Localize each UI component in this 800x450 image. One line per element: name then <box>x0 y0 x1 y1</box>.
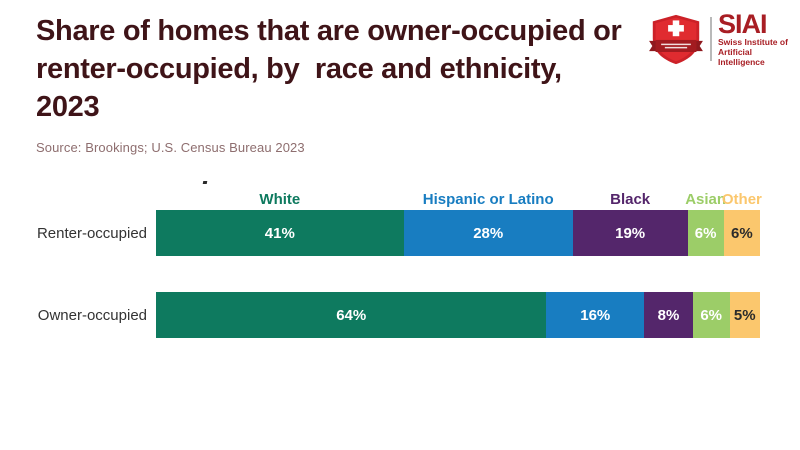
segment-value: 6% <box>694 224 717 242</box>
legend-label-hispanic-or-latino: Hispanic or Latino <box>422 191 554 208</box>
legend-cell-black: Black <box>573 191 688 208</box>
bar-segment-renter-occupied-white: 41% <box>156 210 404 256</box>
bar-renter-occupied: 41% 28% 19% 6% 6% <box>156 210 760 256</box>
legend-row: White Hispanic or Latino Black Asian Other <box>156 184 762 208</box>
bar-segment-owner-occupied-black: 8% <box>644 292 693 338</box>
row-label-renter-occupied: Renter-occupied <box>36 224 147 242</box>
logo-acronym: SIAI <box>718 9 768 39</box>
legend-label-asian: Asian <box>685 191 727 208</box>
segment-value: 28% <box>473 224 504 242</box>
bar-segment-renter-occupied-other: 6% <box>723 210 760 256</box>
source-note: Source: Brookings; U.S. Census Bureau 20… <box>36 140 305 155</box>
page-title: Share of homes that are owner-occupied o… <box>36 12 656 126</box>
title-line-3: 2023 <box>36 91 100 123</box>
bar-segment-renter-occupied-asian: 6% <box>687 210 724 256</box>
segment-value: 41% <box>264 224 295 242</box>
bar-segment-owner-occupied-hispanic-or-latino: 16% <box>546 292 645 338</box>
bar-segment-owner-occupied-asian: 6% <box>692 292 730 338</box>
bar-segment-renter-occupied-black: 19% <box>572 210 688 256</box>
siai-logo: SIAI Swiss Institute of Artificial Intel… <box>648 9 798 67</box>
bar-segment-owner-occupied-other: 5% <box>729 292 760 338</box>
bar-row-renter-occupied: Renter-occupied 41% 28% 19% 6% 6% <box>0 210 800 256</box>
logo-subtitle-line-2: Artificial Intelligence <box>718 47 765 67</box>
bar-segment-owner-occupied-white: 64% <box>156 292 547 338</box>
legend-cell-hispanic-or-latino: Hispanic or Latino <box>404 191 573 208</box>
swiss-shield-icon <box>649 14 703 65</box>
bar-rows: Renter-occupied 41% 28% 19% 6% 6% Owner-occupi… <box>0 210 800 338</box>
segment-value: 6% <box>700 306 723 324</box>
legend-label-other: Other <box>721 191 762 208</box>
bar-row-owner-occupied: Owner-occupied 64% 16% 8% 6% 5% <box>0 292 800 338</box>
legend-cell-asian: Asian <box>685 191 727 208</box>
legend-label-white: White <box>259 191 301 208</box>
legend-cell-white: White <box>156 191 404 208</box>
segment-value: 64% <box>336 306 367 324</box>
bar-owner-occupied: 64% 16% 8% 6% 5% <box>156 292 760 338</box>
bar-segment-renter-occupied-hispanic-or-latino: 28% <box>403 210 573 256</box>
logo-divider <box>710 17 712 61</box>
logo-subtitle-line-1: Swiss Institute of <box>718 37 788 47</box>
segment-value: 5% <box>733 306 756 324</box>
segment-value: 6% <box>731 224 753 242</box>
legend-cell-other: Other <box>721 191 762 208</box>
title-line-2: renter-occupied, by race and ethnicity, <box>36 53 562 85</box>
legend-label-black: Black <box>610 191 651 208</box>
stacked-bar-chart: White Hispanic or Latino Black Asian Other R… <box>0 184 800 338</box>
row-label-owner-occupied: Owner-occupied <box>37 306 147 324</box>
segment-value: 16% <box>580 306 611 324</box>
title-line-1: Share of homes that are owner-occupied o… <box>36 15 622 47</box>
segment-value: 19% <box>615 224 646 242</box>
segment-value: 8% <box>657 306 680 324</box>
